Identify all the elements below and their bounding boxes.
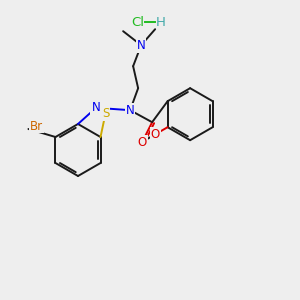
Text: N: N (126, 104, 134, 117)
Text: Br: Br (30, 119, 43, 133)
Text: N: N (137, 39, 146, 52)
Text: Cl: Cl (131, 16, 145, 28)
Text: O: O (137, 136, 147, 149)
Text: S: S (102, 107, 109, 120)
Text: N: N (92, 101, 100, 115)
Text: O: O (151, 128, 160, 141)
Text: H: H (156, 16, 166, 28)
